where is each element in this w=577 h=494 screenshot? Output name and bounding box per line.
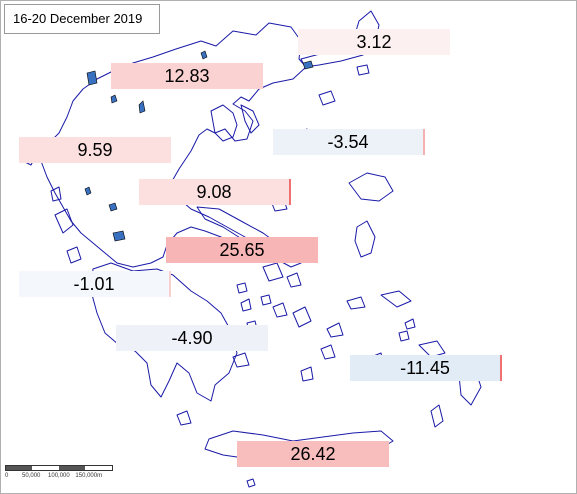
- region-value-label: -1.01: [19, 271, 171, 297]
- scale-tick-label: 0: [5, 473, 9, 479]
- lake-amvrakia: [108, 202, 118, 212]
- kythira-coastline: [176, 410, 192, 426]
- chios-coastline: [354, 220, 376, 258]
- scale-tick-label: 100,000: [48, 473, 70, 479]
- region-value-label: 3.12: [298, 29, 450, 55]
- ios-coastline: [320, 344, 336, 360]
- scale-bar-graphic: [5, 465, 113, 471]
- region-value-label: -3.54: [273, 129, 425, 155]
- lesvos-coastline: [348, 172, 394, 202]
- thasos-coastline: [318, 90, 336, 106]
- region-value-label: -4.90: [116, 325, 268, 351]
- tinos-coastline: [286, 272, 302, 288]
- scale-bar-ticks: 0 50,000 100,000 150,000m: [5, 473, 102, 479]
- gavdos-coastline: [246, 478, 256, 488]
- kythnos-coastline: [240, 298, 252, 312]
- kea-coastline: [236, 282, 248, 294]
- lake-prespa: [86, 70, 98, 86]
- euboea-coastline: [196, 206, 302, 268]
- lake-volvi: [302, 60, 314, 70]
- paros-coastline: [272, 302, 288, 318]
- zakynthos-coastline: [66, 246, 82, 264]
- ikaria-coastline: [346, 296, 366, 310]
- kefalonia-coastline: [54, 208, 74, 234]
- scale-tick-label: 150,000m: [75, 473, 103, 479]
- kalymnos-coastline: [398, 330, 410, 342]
- region-value-label: 9.08: [139, 179, 291, 205]
- karpathos-coastline: [430, 404, 444, 428]
- milos-coastline: [232, 352, 250, 368]
- lefkada-coastline: [50, 186, 62, 202]
- naxos-coastline: [292, 306, 312, 328]
- region-value-label: 9.59: [19, 137, 171, 163]
- leros-coastline: [404, 318, 416, 330]
- scale-bar: 0 50,000 100,000 150,000m: [5, 465, 113, 487]
- region-value-label: 25.65: [166, 237, 318, 263]
- region-value-label: 12.83: [111, 63, 263, 89]
- lake-trichonida: [112, 230, 126, 242]
- samos-coastline: [380, 290, 412, 308]
- andros-coastline: [262, 262, 284, 282]
- region-value-label: -11.45: [350, 355, 502, 381]
- chalkidiki-coastline: [210, 104, 238, 142]
- kos-coastline: [418, 340, 446, 358]
- lake-pamvotis: [84, 186, 92, 196]
- chalkidiki-peninsula-coastline: [240, 104, 260, 134]
- lake-vegoritida: [138, 100, 146, 114]
- samothrace-coastline: [356, 64, 370, 76]
- lake-kerkini: [200, 50, 208, 60]
- santorini-coastline: [300, 366, 314, 382]
- amorgos-coastline: [326, 322, 344, 338]
- scale-tick-label: 50,000: [22, 473, 41, 479]
- syros-coastline: [260, 294, 272, 306]
- date-range-title: 16-20 December 2019: [4, 4, 160, 34]
- lake-kastoria: [110, 94, 118, 104]
- region-value-label: 26.42: [237, 441, 389, 467]
